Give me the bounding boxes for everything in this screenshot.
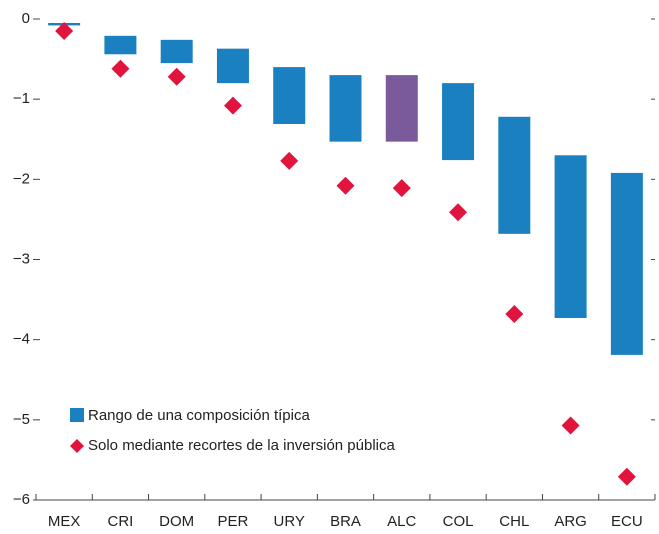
x-tick-label: BRA <box>330 513 361 530</box>
x-tick-label: MEX <box>48 513 81 530</box>
y-tick-label: −1 <box>13 90 30 107</box>
range-bar <box>554 155 587 319</box>
diamond-marker <box>617 467 636 486</box>
x-tick-label: DOM <box>159 513 194 530</box>
y-tick-label: −5 <box>13 411 30 428</box>
y-tick-label: −2 <box>13 170 30 187</box>
range-bar <box>104 35 137 55</box>
legend-label: Rango de una composición típica <box>88 407 310 424</box>
range-bar <box>442 83 475 161</box>
legend-swatch <box>70 439 84 453</box>
x-tick-label: CHL <box>499 513 529 530</box>
x-tick-label: ECU <box>611 513 643 530</box>
x-tick-label: ARG <box>554 513 587 530</box>
range-bar <box>610 172 643 355</box>
diamond-marker <box>55 22 74 41</box>
range-bar <box>160 39 193 64</box>
diamond-marker <box>167 67 186 86</box>
range-bar <box>329 75 362 142</box>
x-tick-label: CRI <box>107 513 133 530</box>
diamond-marker <box>111 59 130 78</box>
diamond-marker <box>280 151 299 170</box>
y-tick-label: 0 <box>22 10 30 27</box>
diamond-marker <box>336 176 355 195</box>
x-tick-label: ALC <box>387 513 416 530</box>
diamond-marker <box>392 179 411 198</box>
range-bar <box>273 67 306 125</box>
range-bar <box>385 75 418 142</box>
y-tick-label: −6 <box>13 491 30 508</box>
range-bar <box>216 48 249 84</box>
legend-label: Solo mediante recortes de la inversión p… <box>88 437 395 454</box>
range-bar <box>498 116 531 234</box>
diamond-marker <box>561 416 580 435</box>
legend-swatch <box>70 408 84 422</box>
x-tick-label: PER <box>218 513 249 530</box>
diamond-marker <box>223 96 242 115</box>
diamond-marker <box>505 305 524 324</box>
x-tick-label: URY <box>274 513 305 530</box>
y-tick-label: −3 <box>13 250 30 267</box>
diamond-marker <box>449 203 468 222</box>
y-tick-label: −4 <box>13 331 30 348</box>
x-tick-label: COL <box>443 513 474 530</box>
